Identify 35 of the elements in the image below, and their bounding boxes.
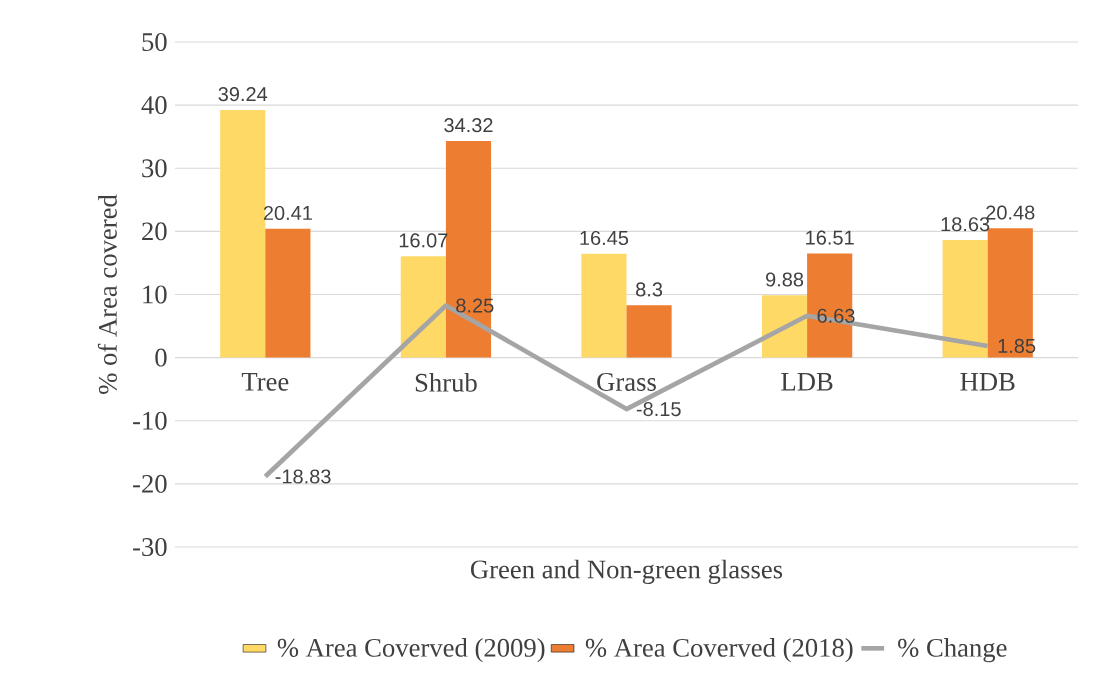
y-tick-label: -30	[133, 537, 167, 556]
legend-label: % Area Coverved (2018)	[585, 638, 853, 663]
y-tick-label: -10	[133, 411, 167, 430]
bar	[581, 253, 627, 358]
bar	[265, 228, 311, 358]
y-tick-label: 20	[142, 222, 167, 241]
legend-label: % Area Coverved (2009)	[277, 638, 545, 663]
data-label: 9.88	[766, 272, 804, 287]
x-tick-label: Grass	[597, 373, 656, 391]
y-tick-label: 10	[143, 285, 167, 304]
data-label: -18.83	[275, 469, 331, 484]
y-tick-label: 30	[142, 159, 167, 178]
bar	[942, 240, 988, 358]
legend-label: % Change	[898, 638, 1007, 663]
x-tick-label: HDB	[960, 372, 1015, 391]
x-tick-label: Shrub	[415, 372, 477, 392]
y-tick-label: 40	[141, 96, 167, 115]
bar	[400, 256, 446, 358]
x-tick-label: Tree	[241, 372, 289, 391]
y-tick-label: -20	[133, 474, 167, 493]
y-tick-label: 50	[142, 33, 167, 51]
x-tick-label: LDB	[781, 372, 833, 391]
data-label: -8.15	[636, 401, 681, 417]
x-axis-title: Green and Non-green glasses	[470, 559, 783, 584]
data-label: 16.45	[580, 230, 629, 246]
y-axis-title: % of Area covered	[97, 194, 117, 394]
data-label: 34.32	[444, 118, 493, 133]
y-tick-label: 0	[155, 348, 167, 367]
bar	[626, 305, 672, 358]
bar	[761, 295, 808, 358]
bar	[220, 109, 266, 358]
data-label: 8.3	[636, 282, 663, 297]
data-label: 39.24	[218, 87, 268, 102]
data-label: 16.51	[806, 230, 854, 245]
bar	[807, 253, 853, 358]
